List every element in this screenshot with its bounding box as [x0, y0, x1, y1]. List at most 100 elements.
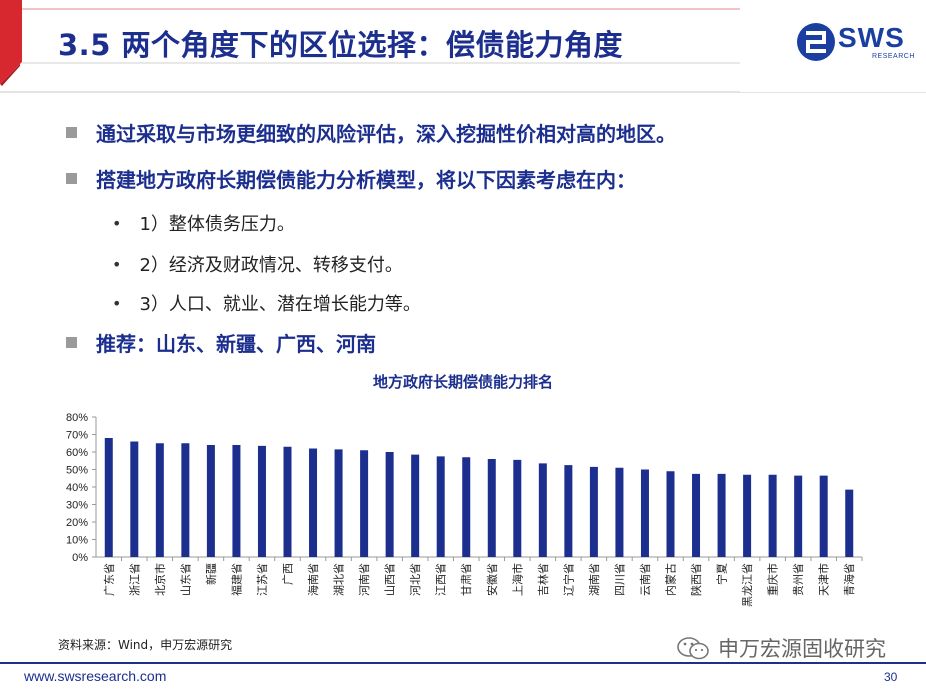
bar: [155, 443, 164, 557]
bar: [615, 467, 624, 557]
y-tick-label: 30%: [66, 500, 88, 512]
bar: [360, 450, 369, 557]
x-tick-label: 湖北省: [333, 563, 346, 596]
watermark: 申万宏源固收研究: [676, 633, 886, 663]
x-tick-label: 广西: [282, 563, 295, 585]
bullet-text: 通过采取与市场更细致的风险评估，深入挖掘性价相对高的地区。: [96, 122, 676, 146]
x-tick-label: 上海市: [510, 563, 524, 596]
bar: [334, 449, 343, 557]
bullet-item: 搭建地方政府长期偿债能力分析模型，将以下因素考虑在内：: [66, 164, 636, 193]
x-tick-label: 湖南省: [588, 563, 601, 596]
bar: [181, 443, 190, 557]
x-tick-label: 四川省: [613, 563, 626, 596]
bar: [487, 459, 496, 557]
bar: [462, 457, 471, 557]
sub-bullet-text: 3）人口、就业、潜在增长能力等。: [139, 294, 421, 315]
y-tick-label: 60%: [66, 447, 88, 459]
bar: [819, 475, 828, 557]
y-tick-label: 50%: [66, 465, 88, 477]
x-tick-label: 重庆市: [766, 563, 780, 596]
sub-bullet-text: 2）经济及财政情况、转移支付。: [139, 255, 403, 276]
bullet-item: 通过采取与市场更细致的风险评估，深入挖掘性价相对高的地区。: [66, 118, 676, 147]
x-tick-label: 江西省: [435, 563, 448, 596]
bar: [385, 452, 394, 557]
bar: [283, 446, 292, 557]
slide-header: 3.5 两个角度下的区位选择：偿债能力角度 SWS RESEARCH: [0, 0, 926, 95]
x-tick-label: 贵州省: [792, 563, 805, 596]
x-tick-label: 甘肃省: [460, 563, 473, 596]
bar: [411, 454, 420, 557]
x-tick-label: 河南省: [358, 563, 371, 596]
sws-emblem-icon: [797, 23, 835, 61]
square-bullet-icon: [66, 337, 77, 348]
bar: [589, 466, 598, 557]
bar: [564, 465, 573, 557]
sub-bullet-item: • 1）整体债务压力。: [112, 210, 295, 236]
bar: [692, 473, 701, 557]
x-tick-label: 吉林省: [536, 563, 550, 596]
sws-logo: SWS RESEARCH: [796, 20, 914, 66]
dot-bullet-icon: •: [112, 254, 122, 274]
sub-bullet-item: • 2）经济及财政情况、转移支付。: [112, 251, 403, 277]
chart-title: 地方政府长期偿债能力排名: [372, 373, 553, 391]
bar: [104, 438, 113, 557]
x-tick-label: 陕西省: [689, 563, 703, 596]
x-tick-label: 天津市: [817, 563, 831, 596]
y-tick-label: 20%: [66, 517, 88, 529]
y-tick-label: 70%: [66, 430, 88, 442]
x-tick-label: 海南省: [306, 563, 320, 596]
x-tick-label: 北京市: [153, 563, 167, 596]
bar: [513, 459, 522, 557]
x-tick-label: 广东省: [103, 563, 116, 596]
bar: [640, 469, 649, 557]
x-tick-label: 福建省: [229, 563, 243, 596]
y-tick-label: 40%: [66, 482, 88, 494]
bar: [309, 448, 318, 557]
dot-bullet-icon: •: [112, 213, 122, 233]
bar: [436, 456, 445, 557]
logo-subtext: RESEARCH: [872, 53, 915, 60]
bar: [717, 473, 726, 557]
page-number: 30: [884, 670, 898, 684]
dot-bullet-icon: •: [112, 293, 122, 313]
bar: [232, 445, 241, 557]
bar: [743, 474, 752, 557]
chart-plot: 0% 10% 20% 30% 40% 50% 60% 70% 80% 广东省 浙江省 北京市 山东省 新疆…: [66, 412, 863, 607]
x-tick-label: 新疆: [204, 563, 218, 585]
sub-bullet-item: • 3）人口、就业、潜在增长能力等。: [112, 290, 421, 316]
x-tick-label: 江苏省: [256, 563, 269, 596]
page-title: 3.5 两个角度下的区位选择：偿债能力角度: [58, 28, 623, 62]
x-tick-label: 浙江省: [128, 563, 141, 596]
y-tick-label: 0%: [72, 552, 88, 564]
footer-divider: [0, 662, 926, 664]
footer-url-link[interactable]: www.swsresearch.com: [24, 668, 167, 684]
bar: [845, 489, 854, 557]
x-tick-label: 辽宁省: [561, 563, 575, 596]
x-tick-label: 河北省: [409, 563, 422, 596]
x-tick-label: 黑龙江省: [741, 563, 754, 607]
square-bullet-icon: [66, 173, 77, 184]
y-tick-label: 10%: [66, 535, 88, 547]
bar: [666, 471, 675, 557]
logo-text: SWS: [838, 22, 905, 53]
source-note: 资料来源：Wind，申万宏源研究: [58, 638, 233, 652]
sub-bullet-text: 1）整体债务压力。: [139, 214, 295, 235]
bar-chart: 地方政府长期偿债能力排名 0% 10% 20% 30% 40% 50% 60% 70% 80% 广…: [0, 362, 926, 632]
square-bullet-icon: [66, 127, 77, 138]
x-tick-label: 山东省: [179, 563, 192, 596]
recommend-text: 推荐：山东、新疆、广西、河南: [96, 332, 376, 356]
bar: [130, 441, 139, 557]
bar: [538, 463, 547, 557]
x-tick-label: 云南省: [639, 563, 652, 596]
wechat-icon: [677, 637, 709, 660]
x-tick-label: 安徽省: [485, 563, 499, 596]
watermark-text: 申万宏源固收研究: [718, 637, 886, 661]
x-tick-label: 内蒙古: [664, 563, 678, 596]
recommend-bullet: 推荐：山东、新疆、广西、河南: [66, 328, 376, 357]
x-tick-label: 宁夏: [715, 563, 729, 585]
bar: [257, 445, 266, 557]
y-tick-label: 80%: [66, 412, 88, 424]
bar: [768, 474, 777, 557]
bar: [794, 475, 803, 557]
bullet-text: 搭建地方政府长期偿债能力分析模型，将以下因素考虑在内：: [96, 168, 636, 192]
